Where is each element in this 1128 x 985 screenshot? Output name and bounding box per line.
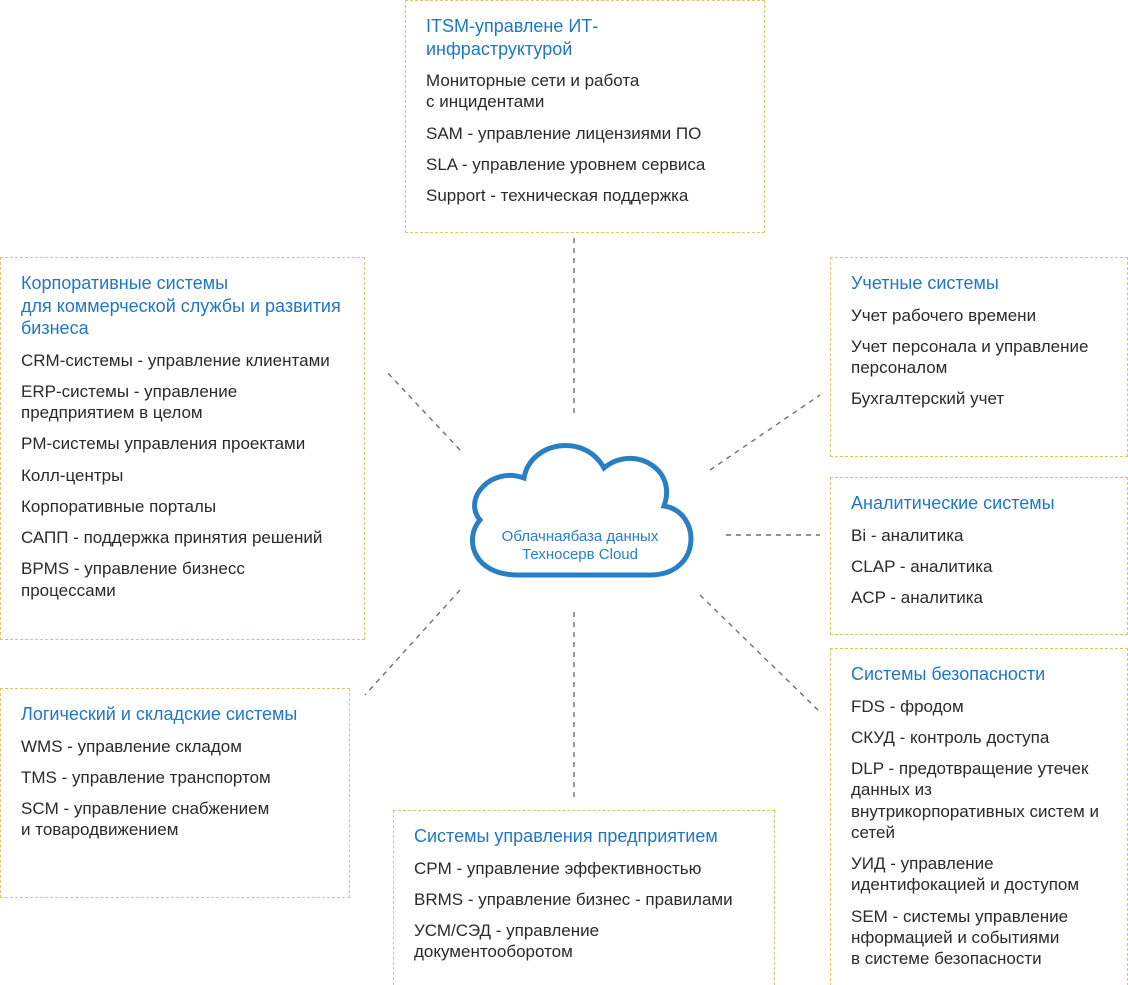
box-item: FDS - фродом: [851, 696, 1107, 717]
box-item: Корпоративные порталы: [21, 496, 344, 517]
box-item: SEM - системы управление нформацией и со…: [851, 906, 1107, 970]
cloud-label: Облачнаябаза данных Техносерв Cloud: [480, 528, 680, 564]
box-title: Логический и складские системы: [21, 703, 329, 726]
cloud-node: Облачнаябаза данных Техносерв Cloud: [452, 420, 710, 600]
box-item: Учет персонала и управление персоналом: [851, 336, 1107, 379]
box-title: Системы управления предприятием: [414, 825, 754, 848]
connector-line: [710, 395, 820, 470]
box-title: Аналитические системы: [851, 492, 1107, 515]
box-analytics: Аналитические системы Bi - аналитика CLAP …: [830, 477, 1128, 635]
connector-line: [365, 590, 460, 695]
box-title: Системы безопасности: [851, 663, 1107, 686]
box-item: SAM - управление лицензиями ПО: [426, 123, 744, 144]
box-itsm: ITSM-управлене ИТ-инфраструктурой Монитор…: [405, 0, 765, 233]
box-item: CLAP - аналитика: [851, 556, 1107, 577]
diagram-stage: Облачнаябаза данных Техносерв Cloud ITSM…: [0, 0, 1128, 985]
box-enterprise: Системы управления предприятием CPM - упр…: [393, 810, 775, 985]
box-item: Учет рабочего времени: [851, 305, 1107, 326]
box-item: Колл-центры: [21, 465, 344, 486]
box-item: Support - техническая поддержка: [426, 185, 744, 206]
box-item: SCM - управление снабжением и товародвиж…: [21, 798, 329, 841]
box-title: Учетные системы: [851, 272, 1107, 295]
connector-line: [385, 370, 460, 450]
box-item: УИД - управление идентифокацией и доступ…: [851, 853, 1107, 896]
box-item: BPMS - управление бизнесс процессами: [21, 558, 344, 601]
box-item: Bi - аналитика: [851, 525, 1107, 546]
box-title: Корпоративные системы для коммерческой с…: [21, 272, 344, 340]
box-item: WMS - управление складом: [21, 736, 329, 757]
cloud-label-line2: Техносерв Cloud: [522, 546, 638, 563]
box-item: CPM - управление эффективностью: [414, 858, 754, 879]
box-item: DLP - предотвращение утечек данных из вн…: [851, 758, 1107, 843]
box-security: Системы безопасности FDS - фродом СКУД - к…: [830, 648, 1128, 985]
box-item: СКУД - контроль доступа: [851, 727, 1107, 748]
box-title: ITSM-управлене ИТ-инфраструктурой: [426, 15, 744, 60]
box-item: ERP-системы - управление предприятием в …: [21, 381, 344, 424]
box-item: ACP - аналитика: [851, 587, 1107, 608]
box-item: SLA - управление уровнем сервиса: [426, 154, 744, 175]
box-item: Мониторные сети и работа с инцидентами: [426, 70, 744, 113]
box-item: CRM-системы - управление клиентами: [21, 350, 344, 371]
cloud-icon: [452, 420, 710, 600]
box-item: BRMS - управление бизнес - правилами: [414, 889, 754, 910]
box-item: САПП - поддержка принятия решений: [21, 527, 344, 548]
box-item: TMS - управление транспортом: [21, 767, 329, 788]
box-item: Бухгалтерский учет: [851, 388, 1107, 409]
box-corp: Корпоративные системы для коммерческой с…: [0, 257, 365, 640]
box-accounting: Учетные системы Учет рабочего времени Учет…: [830, 257, 1128, 457]
box-item: УСМ/СЭД - управление документооборотом: [414, 920, 754, 963]
cloud-label-line1: Облачнаябаза данных: [502, 528, 659, 545]
box-logistics: Логический и складские системы WMS - упра…: [0, 688, 350, 898]
box-item: PM-системы управления проектами: [21, 433, 344, 454]
connector-line: [700, 595, 820, 712]
